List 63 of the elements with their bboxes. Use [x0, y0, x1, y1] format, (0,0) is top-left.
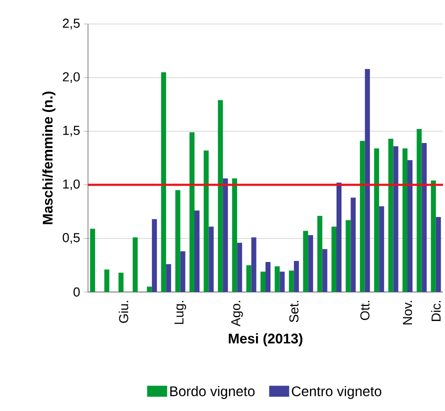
bar [218, 100, 223, 292]
y-tick-label: 1,0 [63, 179, 80, 190]
bar [288, 270, 294, 292]
bar [374, 148, 380, 292]
bar [379, 206, 384, 292]
bar [166, 264, 172, 292]
bar [237, 242, 242, 292]
bar [294, 260, 299, 292]
bar [251, 237, 256, 292]
bar [422, 142, 427, 292]
bar [152, 219, 157, 292]
bar [90, 228, 96, 292]
legend-label: Bordo vigneto [170, 386, 255, 399]
bar [246, 265, 252, 292]
y-axis-title: Maschi/femmine (n.) [42, 92, 56, 224]
bar [146, 286, 152, 292]
bar [408, 160, 413, 292]
x-tick-label: Set. [289, 300, 298, 322]
x-tick-label: Lug. [174, 300, 186, 324]
bar [393, 146, 398, 292]
bar [118, 272, 124, 292]
y-tick-label: 0 [74, 287, 80, 297]
bar [266, 262, 271, 292]
bar [208, 226, 214, 292]
bar [346, 220, 351, 292]
bar [280, 272, 285, 292]
bar [303, 230, 308, 292]
bar [308, 235, 314, 292]
bar [360, 140, 365, 292]
bar [194, 210, 200, 292]
bar [161, 72, 166, 292]
bar [132, 237, 138, 292]
bar [436, 216, 441, 292]
bar [364, 69, 370, 292]
y-tick-label: 2,0 [62, 72, 80, 83]
bar [222, 178, 228, 292]
x-tick-label: Dic. [431, 300, 441, 322]
y-tick-label: 1,5 [63, 126, 80, 136]
bar [332, 226, 337, 292]
bar [350, 198, 356, 292]
x-tick-label: Giu. [118, 300, 128, 323]
bar [274, 266, 280, 292]
bar [204, 150, 209, 292]
legend-label: Centro vigneto [292, 386, 382, 399]
x-tick-label: Nov. [402, 300, 412, 324]
bar [175, 190, 180, 292]
bar [180, 251, 186, 292]
bar [388, 138, 394, 292]
x-tick-label: Ott. [360, 300, 370, 320]
x-tick-label: Ago. [231, 300, 243, 326]
y-tick-label: 2,5 [62, 18, 80, 30]
bar [104, 269, 110, 292]
bar [232, 178, 238, 292]
bar [260, 272, 266, 292]
bar [402, 148, 408, 292]
x-axis-title: Mesi (2013) [228, 333, 302, 346]
bar [317, 216, 322, 292]
bar [336, 182, 342, 292]
bar [190, 132, 195, 292]
bar [322, 249, 328, 292]
bar [416, 129, 422, 292]
bar [430, 180, 436, 292]
y-tick-label: 0,5 [62, 233, 80, 244]
